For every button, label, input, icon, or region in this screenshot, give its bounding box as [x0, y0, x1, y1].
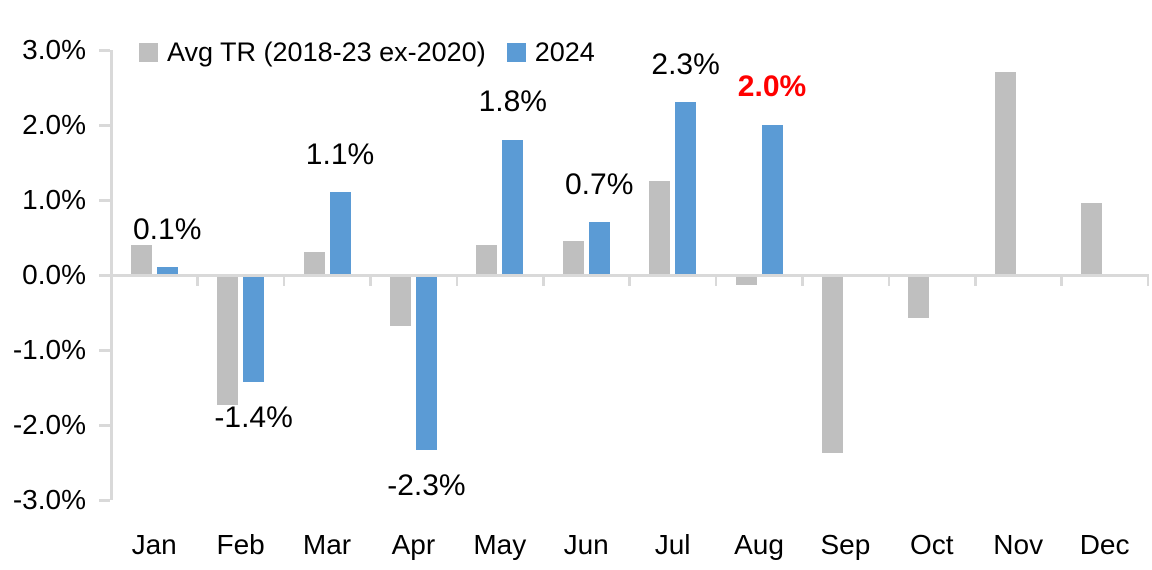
x-axis-label-dec: Dec — [1079, 529, 1130, 560]
x-axis-label-aug: Aug — [734, 529, 784, 560]
y-axis-tick-label: 2.0% — [22, 109, 86, 140]
data-label-feb: -1.4% — [214, 401, 293, 434]
y-axis-tick-label: 0.0% — [22, 259, 86, 290]
x-axis-label-jan: Jan — [131, 529, 177, 560]
x-axis-label-jul: Jul — [654, 529, 691, 560]
y-axis-tick-label: -2.0% — [12, 409, 86, 440]
data-label-jul: 2.3% — [651, 47, 720, 81]
legend-label-2024: 2024 — [534, 36, 595, 67]
bar-avgtr-oct — [908, 277, 930, 319]
x-axis-label-may: May — [473, 529, 527, 560]
bar-avgtr-nov — [994, 72, 1016, 275]
y-axis-tick — [99, 424, 110, 427]
bar-avgtr-jun — [562, 240, 584, 275]
bar-avgtr-may — [476, 244, 498, 275]
x-axis-tick — [542, 277, 545, 286]
x-axis-tick — [110, 277, 113, 286]
y-axis-tick-label: -1.0% — [12, 334, 86, 365]
y-axis-tick — [99, 349, 110, 352]
data-label-aug: 2.0% — [737, 70, 807, 103]
bar-avgtr-jan — [130, 244, 152, 275]
x-axis-tick — [887, 277, 891, 286]
legend-swatch-2024 — [506, 42, 526, 62]
bar-2024-jan — [156, 267, 178, 275]
y-axis-tick — [99, 124, 110, 127]
x-axis-label-apr: Apr — [391, 529, 436, 560]
x-axis-label-sep: Sep — [820, 529, 871, 560]
x-axis-tick — [196, 277, 199, 286]
bar-avgtr-apr — [389, 277, 411, 326]
data-label-mar: 1.1% — [305, 137, 375, 171]
data-label-may: 1.8% — [478, 85, 547, 118]
legend-label-avg-tr: Avg TR (2018-23 ex-2020) — [167, 36, 486, 67]
y-axis-tick — [99, 499, 110, 502]
x-axis-tick — [714, 277, 718, 286]
x-axis-line — [99, 273, 1149, 277]
bar-avgtr-aug — [735, 277, 757, 285]
x-axis-tick — [1060, 277, 1063, 286]
x-axis-tick — [628, 277, 631, 286]
y-axis-tick-label: -3.0% — [12, 484, 86, 515]
x-axis-label-oct: Oct — [910, 529, 954, 560]
chart-legend: Avg TR (2018-23 ex-2020) 2024 — [139, 36, 595, 68]
data-label-apr: -2.3% — [387, 468, 466, 502]
x-axis-tick — [369, 277, 372, 286]
bar-avgtr-mar — [303, 252, 325, 275]
bar-2024-jul — [675, 102, 697, 275]
bar-2024-feb — [243, 277, 265, 382]
x-axis-label-nov: Nov — [993, 529, 1044, 560]
bar-2024-may — [502, 139, 524, 275]
bar-2024-mar — [329, 192, 351, 275]
x-axis-tick — [455, 277, 459, 286]
bar-avgtr-sep — [821, 277, 843, 454]
x-axis-label-jun: Jun — [563, 529, 609, 560]
x-axis-tick — [974, 277, 977, 286]
bar-avgtr-feb — [217, 277, 239, 405]
x-axis-tick — [801, 277, 804, 286]
x-axis-tick — [282, 277, 286, 286]
data-label-jan: 0.1% — [132, 212, 202, 246]
bar-avgtr-dec — [1081, 203, 1103, 275]
x-axis-label-mar: Mar — [302, 529, 352, 560]
bar-avgtr-jul — [649, 180, 671, 275]
y-axis-tick — [99, 199, 110, 202]
data-label-jun: 0.7% — [564, 167, 634, 201]
y-axis-tick-label: 3.0% — [22, 34, 86, 65]
y-axis-tick — [99, 49, 110, 52]
y-axis-tick-label: 1.0% — [22, 184, 86, 215]
legend-item-avg-tr: Avg TR (2018-23 ex-2020) — [139, 37, 486, 68]
bar-2024-jun — [588, 222, 610, 275]
bar-2024-apr — [415, 277, 437, 450]
legend-swatch-avg-tr — [139, 42, 158, 62]
x-axis-tick — [1146, 277, 1150, 286]
legend-item-2024: 2024 — [506, 36, 595, 68]
bar-2024-aug — [761, 124, 783, 275]
x-axis-label-feb: Feb — [216, 529, 265, 560]
